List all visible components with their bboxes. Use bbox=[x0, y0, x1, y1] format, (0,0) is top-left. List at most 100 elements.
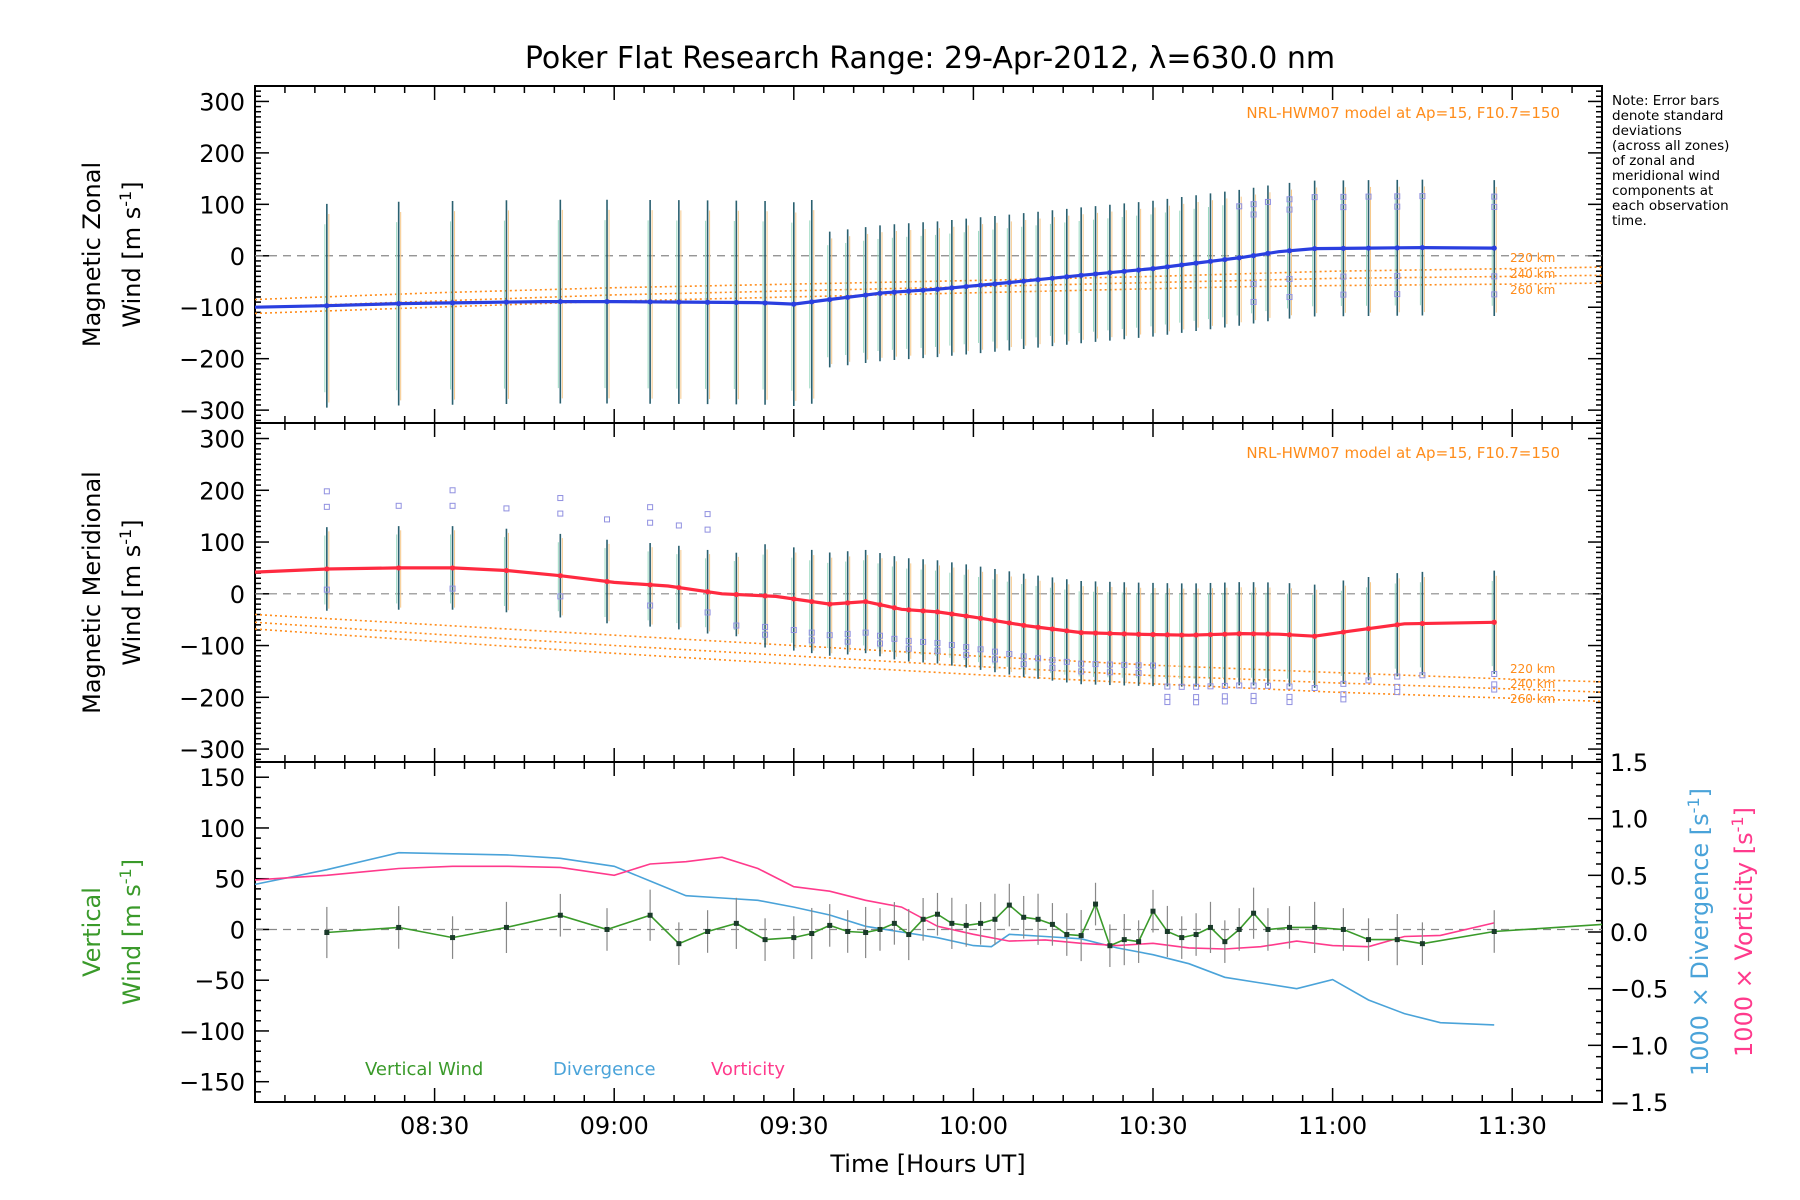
y-tick-label: 0 bbox=[230, 243, 245, 271]
wind-point bbox=[1064, 628, 1070, 634]
wind-point bbox=[977, 615, 984, 621]
sample-marker bbox=[1264, 682, 1271, 689]
sample-marker bbox=[704, 511, 711, 518]
y-axis-label-line2: Wind [m s-1] bbox=[116, 181, 146, 327]
vertical-wind-point bbox=[1121, 937, 1127, 943]
sample-marker bbox=[1491, 686, 1498, 693]
wind-point bbox=[1006, 620, 1012, 626]
zonal-wind-line bbox=[254, 245, 1495, 309]
y-tick-label: −200 bbox=[179, 346, 245, 374]
sample-marker bbox=[790, 627, 797, 634]
sample-marker bbox=[1394, 273, 1401, 280]
vertical-wind-point bbox=[827, 922, 833, 928]
sample-marker bbox=[991, 648, 998, 655]
wind-point bbox=[891, 289, 897, 295]
sample-marker bbox=[1020, 661, 1027, 668]
wind-point bbox=[503, 299, 510, 305]
vertical-wind-point bbox=[1093, 901, 1099, 907]
vertical-wind-point bbox=[1049, 921, 1055, 927]
sample-marker bbox=[704, 526, 711, 533]
sample-marker bbox=[1078, 660, 1085, 667]
sample-marker bbox=[808, 629, 815, 636]
sample-marker bbox=[1286, 294, 1293, 301]
wind-point bbox=[809, 598, 815, 605]
wind-point bbox=[1236, 255, 1242, 261]
vertical-wind-point bbox=[1164, 928, 1170, 934]
vertical-plot-frame bbox=[254, 761, 1603, 1103]
y-tick-label: 0 bbox=[230, 581, 245, 609]
sample-marker bbox=[844, 638, 851, 645]
x-tick-label: 10:30 bbox=[1118, 1112, 1187, 1140]
sample-marker bbox=[920, 638, 927, 645]
vertical-wind-point bbox=[503, 924, 509, 930]
wind-point bbox=[1121, 631, 1127, 637]
sample-marker bbox=[762, 631, 769, 638]
wind-point bbox=[934, 286, 941, 292]
wind-point bbox=[1136, 631, 1142, 637]
wind-point bbox=[1092, 271, 1099, 277]
y2-axis-label-vorticity: 1000 × Vorticity [s-1] bbox=[1728, 807, 1758, 1057]
sample-marker bbox=[1340, 696, 1347, 703]
model-curve bbox=[254, 621, 1603, 693]
y2-tick-label: 1.0 bbox=[1610, 806, 1648, 834]
wind-point bbox=[906, 607, 912, 613]
y2-tick-label: −1.5 bbox=[1610, 1089, 1668, 1117]
wind-point bbox=[1312, 633, 1318, 639]
vertical-wind-point bbox=[891, 920, 897, 926]
sample-marker bbox=[1193, 694, 1200, 701]
vertical-wind-point bbox=[647, 912, 653, 918]
wind-point bbox=[1035, 277, 1041, 283]
sample-marker bbox=[1221, 682, 1228, 689]
wind-point bbox=[324, 566, 330, 572]
wind-point bbox=[1021, 622, 1027, 628]
wind-point bbox=[1121, 268, 1127, 274]
wind-point bbox=[1340, 629, 1346, 635]
sample-marker bbox=[1394, 193, 1401, 200]
sample-marker bbox=[934, 639, 941, 646]
wind-point bbox=[1394, 245, 1400, 251]
sample-marker bbox=[1340, 273, 1347, 280]
sample-marker bbox=[323, 488, 330, 495]
vertical-wind-line bbox=[326, 901, 1603, 947]
wind-point bbox=[920, 608, 926, 614]
y-tick-label: −200 bbox=[179, 684, 245, 712]
vertical-wind-point bbox=[1491, 928, 1497, 934]
x-tick-label: 09:00 bbox=[580, 1112, 649, 1140]
wind-point bbox=[1150, 266, 1156, 272]
sample-marker bbox=[1078, 668, 1085, 675]
sample-marker bbox=[1250, 298, 1257, 305]
wind-point bbox=[1491, 619, 1497, 625]
sample-marker bbox=[891, 635, 898, 642]
sample-marker bbox=[1419, 672, 1426, 679]
wind-point bbox=[963, 283, 969, 290]
wind-point bbox=[604, 578, 610, 585]
model-curve-label: 220 km bbox=[1510, 662, 1555, 676]
y-tick-label: 50 bbox=[214, 866, 245, 894]
sample-marker bbox=[1250, 692, 1257, 699]
wind-point bbox=[1164, 264, 1170, 270]
vertical-wind-point bbox=[762, 937, 768, 943]
sample-marker bbox=[977, 646, 984, 653]
sample-marker bbox=[877, 632, 884, 639]
sample-marker bbox=[1365, 677, 1372, 684]
wind-point bbox=[877, 290, 883, 296]
vertical-wind-point bbox=[1222, 939, 1228, 945]
wind-point bbox=[963, 613, 969, 619]
sample-marker bbox=[1135, 662, 1142, 669]
legend-vertical-wind: Vertical Wind bbox=[365, 1059, 483, 1080]
vertical-wind-point bbox=[1193, 932, 1199, 938]
y-tick-label: −300 bbox=[179, 736, 245, 764]
sample-marker bbox=[844, 630, 851, 637]
vertical-wind-point bbox=[809, 931, 815, 937]
wind-point bbox=[949, 611, 955, 617]
wind-point bbox=[891, 605, 897, 611]
sample-marker bbox=[1491, 203, 1498, 210]
wind-point bbox=[877, 602, 883, 608]
wind-point bbox=[920, 287, 926, 293]
wind-point bbox=[676, 584, 682, 591]
sample-marker bbox=[1491, 193, 1498, 200]
wind-point bbox=[1207, 258, 1214, 264]
wind-point bbox=[557, 573, 563, 579]
sample-marker bbox=[1394, 291, 1401, 298]
wind-point bbox=[1222, 256, 1228, 263]
